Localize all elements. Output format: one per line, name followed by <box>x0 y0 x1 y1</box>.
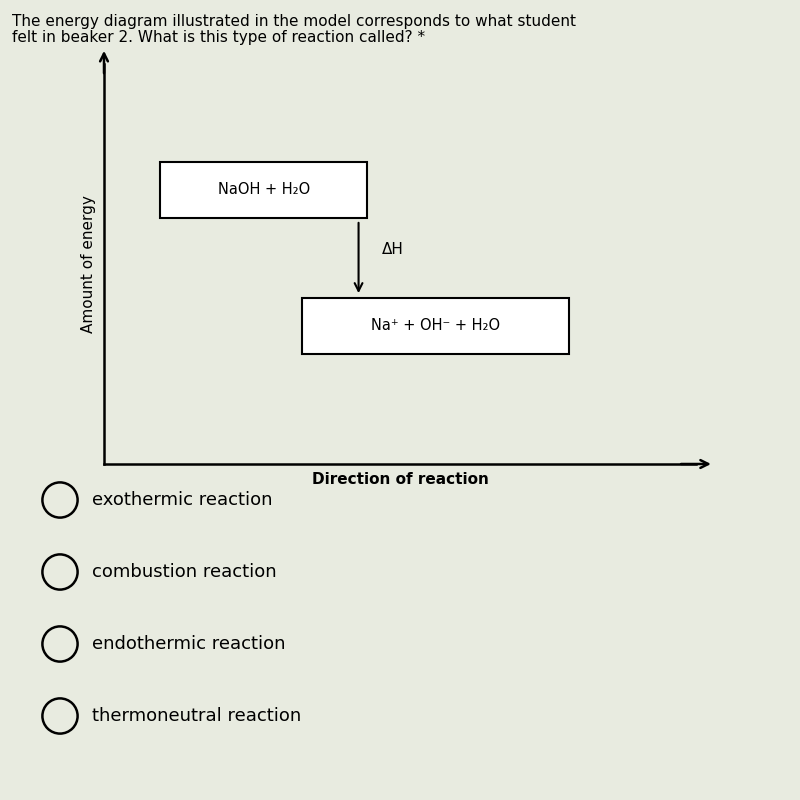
Y-axis label: Amount of energy: Amount of energy <box>81 195 96 333</box>
Text: exothermic reaction: exothermic reaction <box>92 491 273 509</box>
Text: Na⁺ + OH⁻ + H₂O: Na⁺ + OH⁻ + H₂O <box>371 318 500 334</box>
Text: NaOH + H₂O: NaOH + H₂O <box>218 182 310 198</box>
FancyBboxPatch shape <box>160 162 367 218</box>
Text: endothermic reaction: endothermic reaction <box>92 635 286 653</box>
X-axis label: Direction of reaction: Direction of reaction <box>311 472 489 487</box>
Text: combustion reaction: combustion reaction <box>92 563 277 581</box>
Text: ΔH: ΔH <box>382 242 404 258</box>
FancyBboxPatch shape <box>302 298 569 354</box>
Text: felt in beaker 2. What is this type of reaction called? *: felt in beaker 2. What is this type of r… <box>12 30 425 46</box>
Text: The energy diagram illustrated in the model corresponds to what student: The energy diagram illustrated in the mo… <box>12 14 576 30</box>
Text: thermoneutral reaction: thermoneutral reaction <box>92 707 302 725</box>
